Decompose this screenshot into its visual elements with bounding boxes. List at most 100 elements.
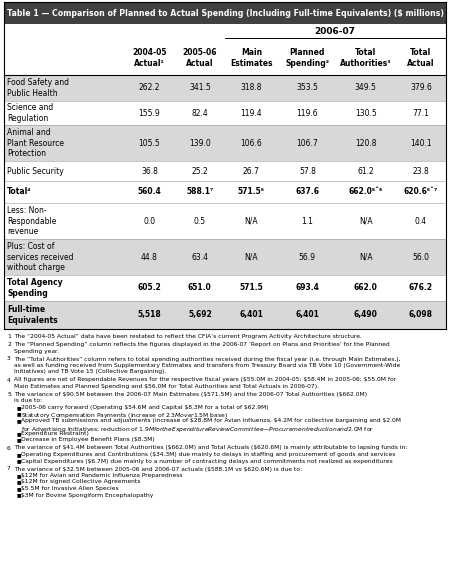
Text: 105.5: 105.5 <box>139 138 161 148</box>
Text: N/A: N/A <box>359 252 373 262</box>
Text: 620.6⁶ˆ⁷: 620.6⁶ˆ⁷ <box>404 187 438 196</box>
Text: 605.2: 605.2 <box>138 283 162 293</box>
Text: ■: ■ <box>17 458 22 464</box>
Text: The “2004-05 Actual” data have been restated to reflect the CFIA’s current Progr: The “2004-05 Actual” data have been rest… <box>14 334 362 339</box>
Text: 353.5: 353.5 <box>297 84 318 92</box>
Text: Statutory Compensation Payments (increase of $2.3M over $1.5M base): Statutory Compensation Payments (increas… <box>21 412 228 420</box>
Text: 676.2: 676.2 <box>409 283 433 293</box>
Text: ■: ■ <box>17 431 22 436</box>
Text: The variance of $32.5M between 2005-06 and 2006-07 actuals ($588.1M vs $620.6M) : The variance of $32.5M between 2005-06 a… <box>14 467 302 471</box>
Text: N/A: N/A <box>359 217 373 225</box>
Text: 155.9: 155.9 <box>139 109 161 117</box>
Text: 341.5: 341.5 <box>189 84 211 92</box>
Text: $5.5M for Invasive Alien Species: $5.5M for Invasive Alien Species <box>21 486 119 491</box>
Bar <box>4 239 446 275</box>
Bar <box>4 125 446 161</box>
Text: Main Estimates and Planned Spending and $56.0M for Total Authorities and Total A: Main Estimates and Planned Spending and … <box>14 384 319 389</box>
Text: 6,401: 6,401 <box>295 311 319 319</box>
Text: 571.5⁵: 571.5⁵ <box>238 187 265 196</box>
Text: 2006-07: 2006-07 <box>315 27 356 36</box>
Text: 119.4: 119.4 <box>241 109 262 117</box>
Text: 130.5: 130.5 <box>355 109 377 117</box>
Text: 262.2: 262.2 <box>139 84 160 92</box>
Bar <box>4 161 446 181</box>
Text: Animal and
Plant Resource
Protection: Animal and Plant Resource Protection <box>7 128 64 158</box>
Text: 61.2: 61.2 <box>357 166 374 176</box>
Text: 77.1: 77.1 <box>412 109 429 117</box>
Text: 6,401: 6,401 <box>239 311 263 319</box>
Text: ■: ■ <box>17 418 22 423</box>
Text: Planned
Spending²: Planned Spending² <box>285 48 329 68</box>
Bar <box>4 301 446 329</box>
Text: 7: 7 <box>7 467 11 471</box>
Text: 57.8: 57.8 <box>299 166 316 176</box>
Text: Decrease in Employee Benefit Plans ($8.3M): Decrease in Employee Benefit Plans ($8.3… <box>21 437 155 443</box>
Text: N/A: N/A <box>245 217 258 225</box>
Text: $12M for Avian and Pandemic Influenza Preparedness: $12M for Avian and Pandemic Influenza Pr… <box>21 473 183 478</box>
Text: N/A: N/A <box>245 252 258 262</box>
Text: The “Planned Spending” column reflects the figures displayed in the 2006-07 ‘Rep: The “Planned Spending” column reflects t… <box>14 342 390 347</box>
Text: 1: 1 <box>7 334 11 339</box>
Text: 36.8: 36.8 <box>141 166 158 176</box>
Bar <box>4 25 446 75</box>
Text: ■: ■ <box>17 437 22 443</box>
Text: 6,098: 6,098 <box>409 311 433 319</box>
Text: Expenditure Restraint): Expenditure Restraint) <box>21 431 89 436</box>
Text: 662.0: 662.0 <box>354 283 378 293</box>
Text: Total
Actual: Total Actual <box>407 48 435 68</box>
Text: 5,518: 5,518 <box>138 311 162 319</box>
Text: Full-time
Equivalents: Full-time Equivalents <box>7 305 58 325</box>
Text: 637.6: 637.6 <box>295 187 319 196</box>
Text: 349.5: 349.5 <box>355 84 377 92</box>
Text: Total⁴: Total⁴ <box>7 187 32 196</box>
Text: 3: 3 <box>7 356 11 361</box>
Bar <box>4 75 446 101</box>
Text: Operating Expenditures and Contributions ($34.3M) due mainly to delays in staffi: Operating Expenditures and Contributions… <box>21 452 396 457</box>
Text: $3M for Bovine Spongiform Encephalopathy: $3M for Bovine Spongiform Encephalopathy <box>21 492 153 498</box>
Text: Table 1 — Comparison of Planned to Actual Spending (Including Full-time Equivale: Table 1 — Comparison of Planned to Actua… <box>7 9 443 18</box>
Text: 139.0: 139.0 <box>189 138 211 148</box>
Text: Total
Authorities³: Total Authorities³ <box>340 48 392 68</box>
Text: 6: 6 <box>7 446 11 450</box>
Text: 26.7: 26.7 <box>243 166 260 176</box>
Text: 106.6: 106.6 <box>241 138 262 148</box>
Text: 0.4: 0.4 <box>415 217 427 225</box>
Text: 4: 4 <box>7 377 11 383</box>
Text: 693.4: 693.4 <box>295 283 319 293</box>
Text: 82.4: 82.4 <box>192 109 208 117</box>
Text: $12M for signed Collective Agreements: $12M for signed Collective Agreements <box>21 479 140 485</box>
Text: Science and
Regulation: Science and Regulation <box>7 103 53 123</box>
Text: 0.5: 0.5 <box>194 217 206 225</box>
Text: Public Security: Public Security <box>7 166 64 176</box>
Text: 56.0: 56.0 <box>412 252 429 262</box>
Text: Capital Expenditures ($6.7M) due mainly to a number of contracting delays and co: Capital Expenditures ($6.7M) due mainly … <box>21 458 392 464</box>
Text: 5: 5 <box>7 392 11 397</box>
Text: 120.8: 120.8 <box>355 138 377 148</box>
Text: Less: Non-
Respondable
revenue: Less: Non- Respondable revenue <box>7 206 56 236</box>
Text: is due to:: is due to: <box>14 398 42 404</box>
Text: The variance of $41.4M between Total Authorities ($662.0M) and Total Actuals ($6: The variance of $41.4M between Total Aut… <box>14 446 407 450</box>
Text: 318.8: 318.8 <box>241 84 262 92</box>
Text: Approved TB submissions and adjustments (increase of $28.8M for Avian Influenza,: Approved TB submissions and adjustments … <box>21 418 401 423</box>
Text: 560.4: 560.4 <box>138 187 162 196</box>
Text: Main
Estimates: Main Estimates <box>230 48 273 68</box>
Text: 23.8: 23.8 <box>413 166 429 176</box>
Text: ■: ■ <box>17 473 22 478</box>
Text: Food Safety and
Public Health: Food Safety and Public Health <box>7 78 69 98</box>
Text: ■: ■ <box>17 412 22 416</box>
Text: 2004-05
Actual¹: 2004-05 Actual¹ <box>132 48 167 68</box>
Text: 6,490: 6,490 <box>354 311 378 319</box>
Text: ■: ■ <box>17 492 22 498</box>
Bar <box>4 101 446 125</box>
Text: The “Total Authorities” column refers to total spending authorities received dur: The “Total Authorities” column refers to… <box>14 356 400 361</box>
Text: Total Agency
Spending: Total Agency Spending <box>7 279 63 298</box>
Text: 106.7: 106.7 <box>297 138 318 148</box>
Text: 0.0: 0.0 <box>144 217 156 225</box>
Text: 2005-06
Actual: 2005-06 Actual <box>183 48 217 68</box>
Text: 44.8: 44.8 <box>141 252 158 262</box>
Text: Plus: Cost of
services received
without charge: Plus: Cost of services received without … <box>7 242 73 272</box>
Text: 571.5: 571.5 <box>239 283 263 293</box>
Text: 119.6: 119.6 <box>297 109 318 117</box>
Text: Initiatives) and TB Vote 15 (Collective Bargaining).: Initiatives) and TB Vote 15 (Collective … <box>14 370 166 374</box>
Bar <box>4 2 446 24</box>
